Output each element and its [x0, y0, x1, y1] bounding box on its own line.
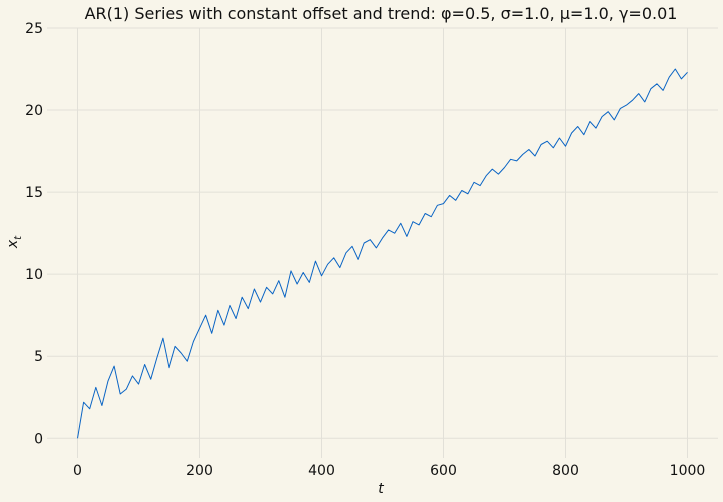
- x-tick-label: 200: [186, 463, 213, 479]
- y-tick-label: 15: [25, 185, 43, 201]
- series-layer: [77, 68, 688, 439]
- x-tick-label: 800: [552, 463, 579, 479]
- x-tick-label: 0: [73, 463, 82, 479]
- y-tick-label: 20: [25, 103, 43, 119]
- x-tick-label: 600: [430, 463, 457, 479]
- chart-title: AR(1) Series with constant offset and tr…: [85, 4, 678, 23]
- x-tick-labels: 0 200 400 600 800 1000: [73, 463, 705, 479]
- y-tick-label: 25: [25, 21, 43, 37]
- y-axis-label-subscript: t: [13, 235, 24, 240]
- x-tick-label: 1000: [670, 463, 706, 479]
- y-axis-label-main: x: [5, 239, 21, 249]
- y-tick-label: 0: [34, 431, 43, 447]
- y-tick-label: 10: [25, 267, 43, 283]
- grid: [47, 27, 718, 458]
- y-axis-label: xt: [5, 235, 24, 249]
- y-tick-labels: 0 5 10 15 20 25: [25, 21, 43, 447]
- series-line-0: [77, 68, 688, 439]
- x-axis-label: t: [378, 481, 384, 497]
- x-tick-label: 400: [308, 463, 335, 479]
- y-tick-label: 5: [34, 349, 43, 365]
